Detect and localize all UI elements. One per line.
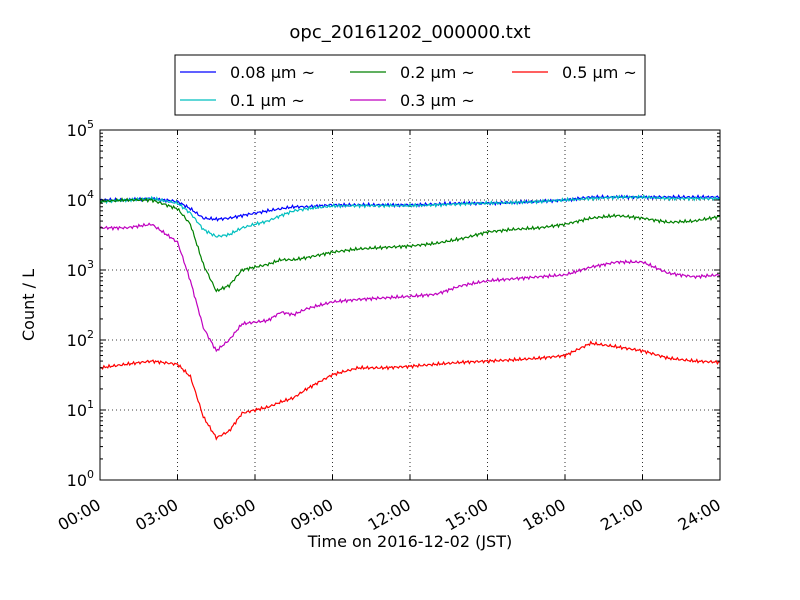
y-tick-label: 102: [67, 328, 94, 350]
y-tick-label: 101: [67, 398, 94, 420]
y-tick-label: 104: [67, 188, 94, 210]
series-line: [99, 340, 721, 441]
series-line: [99, 197, 721, 293]
grid: [100, 130, 720, 480]
axis-ticks: [99, 129, 721, 481]
legend-label: 0.08 µm ~: [230, 63, 315, 82]
y-tick-label: 105: [67, 118, 94, 140]
legend: 0.08 µm ~ 0.1 µm ~ 0.2 µm ~ 0.3 µm ~ 0.5 µm …: [174, 54, 646, 116]
y-axis-label: Count / L: [19, 269, 38, 341]
y-tick-label: 100: [67, 468, 94, 490]
y-tick-labels: 100 101 102 103 104 105: [67, 118, 94, 490]
legend-label: 0.5 µm ~: [562, 63, 637, 82]
legend-box: [174, 54, 646, 116]
chart-title: opc_20161202_000000.txt: [289, 22, 530, 43]
y-tick-label: 103: [67, 258, 94, 280]
series-line: [99, 194, 721, 238]
legend-label: 0.3 µm ~: [400, 91, 475, 110]
series-lines: [99, 194, 721, 441]
x-axis-label: Time on 2016-12-02 (JST): [307, 532, 512, 551]
legend-label: 0.1 µm ~: [230, 91, 305, 110]
legend-label: 0.2 µm ~: [400, 63, 475, 82]
series-line: [99, 222, 721, 353]
